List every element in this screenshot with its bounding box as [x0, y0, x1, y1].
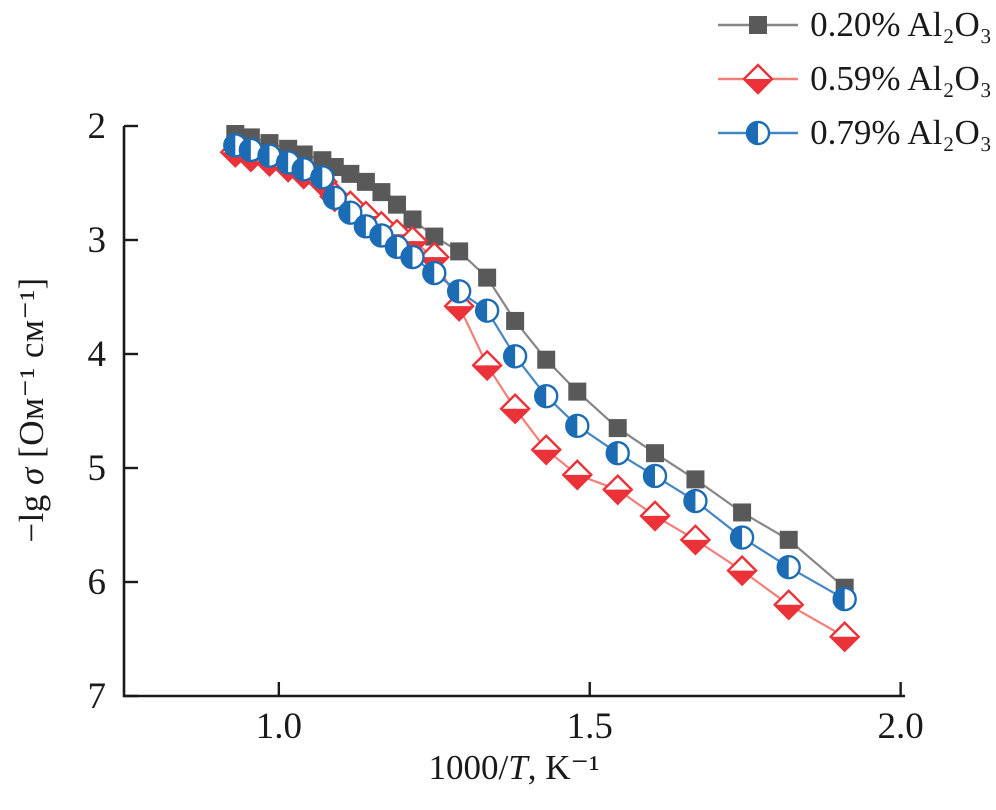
x-tick-label: 1.5: [567, 706, 613, 747]
y-tick-label: 3: [88, 220, 107, 261]
y-tick-label: 5: [88, 448, 107, 489]
legend-marker: [718, 120, 799, 146]
x-tick-label: 1.0: [256, 706, 302, 747]
series-line: [234, 144, 846, 601]
legend-item-020: 0.20% Al₂O₃: [716, 2, 992, 48]
legend-diamond-marker-icon: [718, 63, 799, 95]
legend-square-marker-icon: [718, 16, 799, 34]
axes: 2 3 4 5 6 7 1.0 1.5 2.0: [88, 106, 924, 747]
y-tick-label: 7: [88, 676, 107, 717]
legend: 0.20% Al₂O₃ 0.59% Al₂O₃ 0.79% Al₂O₃: [716, 2, 992, 156]
x-tick-label: 2.0: [878, 706, 924, 747]
series-079: [223, 133, 857, 612]
x-axis-label: 1000/T, K⁻¹: [429, 748, 600, 788]
y-tick-label: 2: [88, 106, 107, 147]
legend-circle-marker-icon: [718, 120, 799, 146]
legend-label: 0.20% Al₂O₃: [810, 5, 992, 44]
y-axis-label-prefix: −lg: [12, 484, 51, 543]
legend-marker: [718, 63, 799, 95]
temperature-symbol: T: [508, 748, 528, 787]
legend-label: 0.79% Al₂O₃: [810, 113, 992, 152]
legend-label: 0.59% Al₂O₃: [810, 59, 992, 98]
y-tick-label: 6: [88, 562, 107, 603]
y-tick-label: 4: [88, 334, 107, 375]
x-axis-label-units: , K⁻¹: [527, 748, 600, 787]
sigma-symbol: σ: [12, 467, 51, 485]
legend-item-079: 0.79% Al₂O₃: [716, 110, 992, 156]
legend-item-059: 0.59% Al₂O₃: [716, 56, 992, 102]
legend-marker: [718, 16, 799, 34]
y-axis-label-units: [Ом⁻¹ см⁻¹]: [12, 277, 51, 468]
y-axis-label: −lg σ [Ом⁻¹ см⁻¹]: [12, 277, 52, 542]
x-axis-label-prefix: 1000/: [428, 748, 509, 787]
